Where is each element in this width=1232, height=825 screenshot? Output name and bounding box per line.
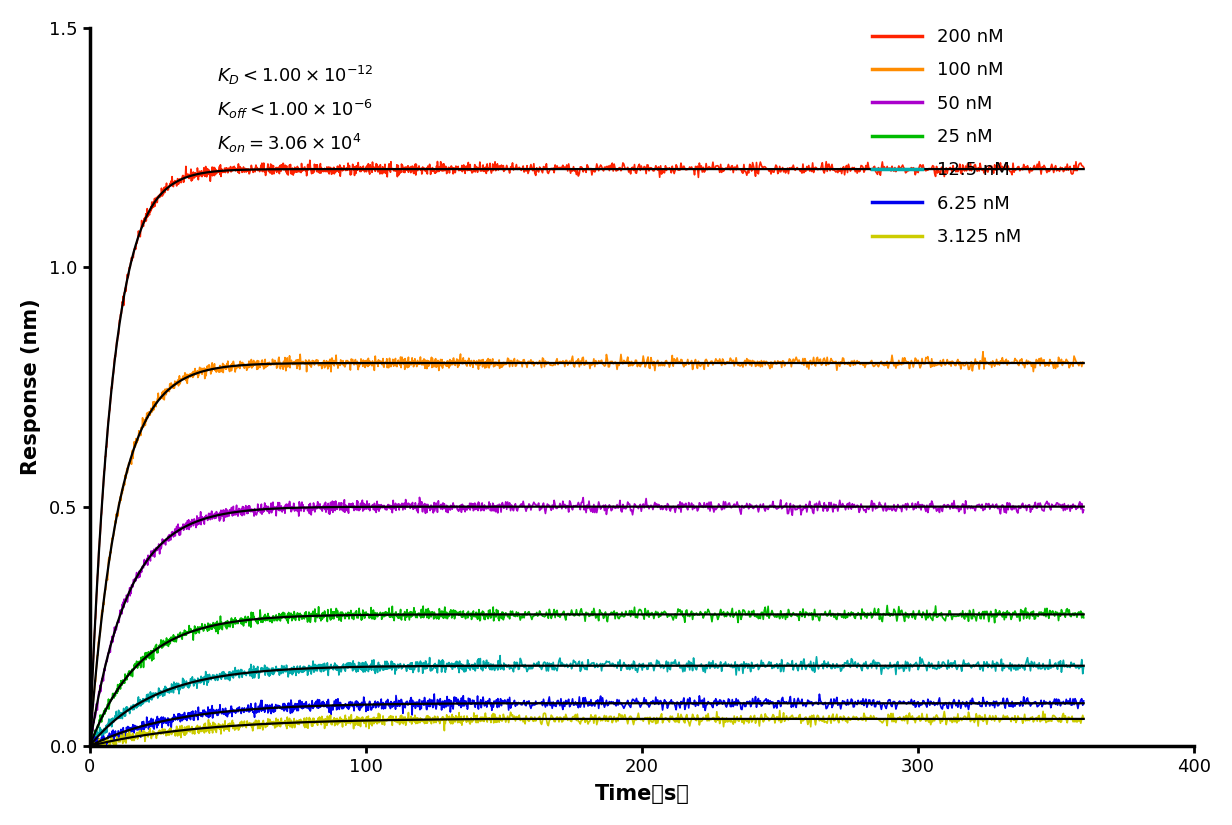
12.5 nM (1077, 662, 1092, 672)
3.125 nM (403, 717, 418, 727)
12.5 nM (402, 660, 416, 670)
Line: 200 nM: 200 nM (90, 160, 1084, 745)
100 nM (136, 420, 150, 430)
12.5 nM (164, 687, 179, 697)
200 nM (376, 164, 391, 174)
25 nM (376, 608, 391, 618)
3.125 nM (1077, 714, 1092, 724)
50 nM (389, 500, 404, 510)
100 nM (83, 739, 97, 749)
100 nM (402, 357, 416, 367)
Line: 100 nM: 100 nM (90, 351, 1084, 744)
12.5 nM (83, 744, 97, 754)
200 nM (83, 740, 97, 750)
Line: 6.25 nM: 6.25 nM (90, 694, 1084, 752)
6.25 nM (1077, 696, 1092, 706)
Text: $K_D<1.00\times10^{-12}$
$K_{off}<1.00\times10^{-6}$
$K_{on}=3.06\times10^{4}$: $K_D<1.00\times10^{-12}$ $K_{off}<1.00\t… (217, 64, 373, 155)
Line: 12.5 nM: 12.5 nM (90, 656, 1084, 749)
100 nM (476, 362, 490, 372)
Y-axis label: Response (nm): Response (nm) (21, 299, 41, 475)
12.5 nM (493, 651, 508, 661)
50 nM (376, 502, 391, 512)
200 nM (476, 160, 490, 170)
6.25 nM (391, 701, 405, 711)
50 nM (476, 502, 490, 512)
25 nM (389, 610, 404, 620)
X-axis label: Time（s）: Time（s） (595, 785, 690, 804)
Line: 25 nM: 25 nM (90, 606, 1084, 749)
200 nM (1077, 163, 1092, 172)
Line: 3.125 nM: 3.125 nM (90, 710, 1084, 752)
200 nM (164, 176, 179, 186)
12.5 nM (389, 662, 404, 672)
3.125 nM (391, 718, 405, 728)
100 nM (976, 346, 991, 356)
200 nM (136, 219, 150, 229)
50 nM (136, 562, 150, 572)
Line: 50 nM: 50 nM (90, 497, 1084, 752)
12.5 nM (476, 666, 490, 676)
50 nM (164, 532, 179, 542)
25 nM (476, 606, 490, 616)
Legend: 200 nM, 100 nM, 50 nM, 25 nM, 12.5 nM, 6.25 nM, 3.125 nM: 200 nM, 100 nM, 50 nM, 25 nM, 12.5 nM, 6… (866, 22, 1026, 252)
25 nM (880, 601, 894, 610)
100 nM (389, 361, 404, 371)
25 nM (136, 652, 150, 662)
3.125 nM (476, 716, 490, 726)
3.125 nM (87, 747, 102, 757)
100 nM (376, 358, 391, 368)
3.125 nM (164, 729, 179, 739)
6.25 nM (476, 695, 490, 705)
200 nM (403, 165, 418, 175)
6.25 nM (83, 736, 97, 746)
50 nM (411, 493, 426, 502)
25 nM (83, 744, 97, 754)
3.125 nM (772, 705, 787, 715)
6.25 nM (426, 689, 441, 699)
6.25 nM (164, 716, 179, 726)
100 nM (1077, 359, 1092, 369)
200 nM (391, 172, 405, 182)
50 nM (83, 747, 97, 757)
12.5 nM (376, 661, 391, 671)
100 nM (164, 378, 179, 388)
25 nM (402, 615, 416, 625)
12.5 nM (136, 694, 150, 704)
25 nM (1077, 613, 1092, 623)
6.25 nM (403, 696, 418, 706)
3.125 nM (83, 739, 97, 749)
50 nM (1077, 505, 1092, 515)
200 nM (302, 155, 317, 165)
50 nM (402, 499, 416, 509)
3.125 nM (376, 711, 391, 721)
6.25 nM (136, 717, 150, 727)
6.25 nM (376, 698, 391, 708)
25 nM (164, 632, 179, 642)
6.25 nM (85, 747, 100, 757)
3.125 nM (136, 728, 150, 738)
